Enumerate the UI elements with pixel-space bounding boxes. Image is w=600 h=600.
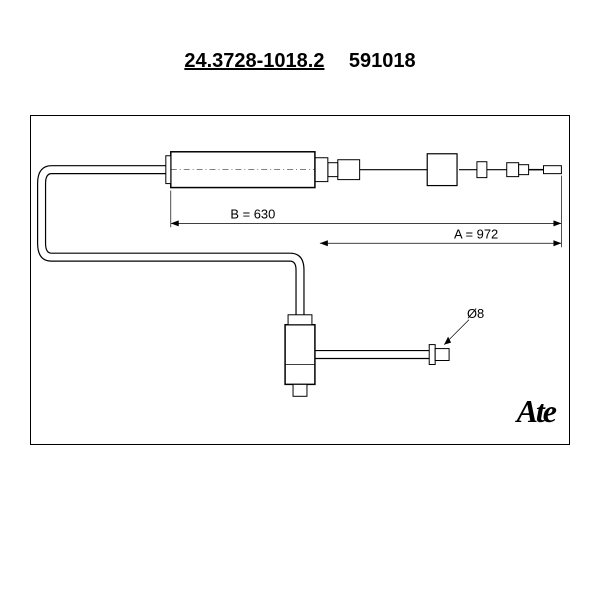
- brand-logo: Ate: [517, 393, 555, 430]
- dim-b-label: B = 630: [230, 206, 275, 221]
- dim-diameter-label: Ø8: [467, 306, 484, 321]
- dim-a-label: A = 972: [454, 226, 498, 241]
- cable-diagram: B = 630 A = 972 Ø8: [31, 116, 569, 444]
- part-code: 591018: [349, 50, 416, 73]
- drawing-frame: B = 630 A = 972 Ø8: [30, 115, 570, 445]
- part-number: 24.3728-1018.2: [184, 50, 324, 73]
